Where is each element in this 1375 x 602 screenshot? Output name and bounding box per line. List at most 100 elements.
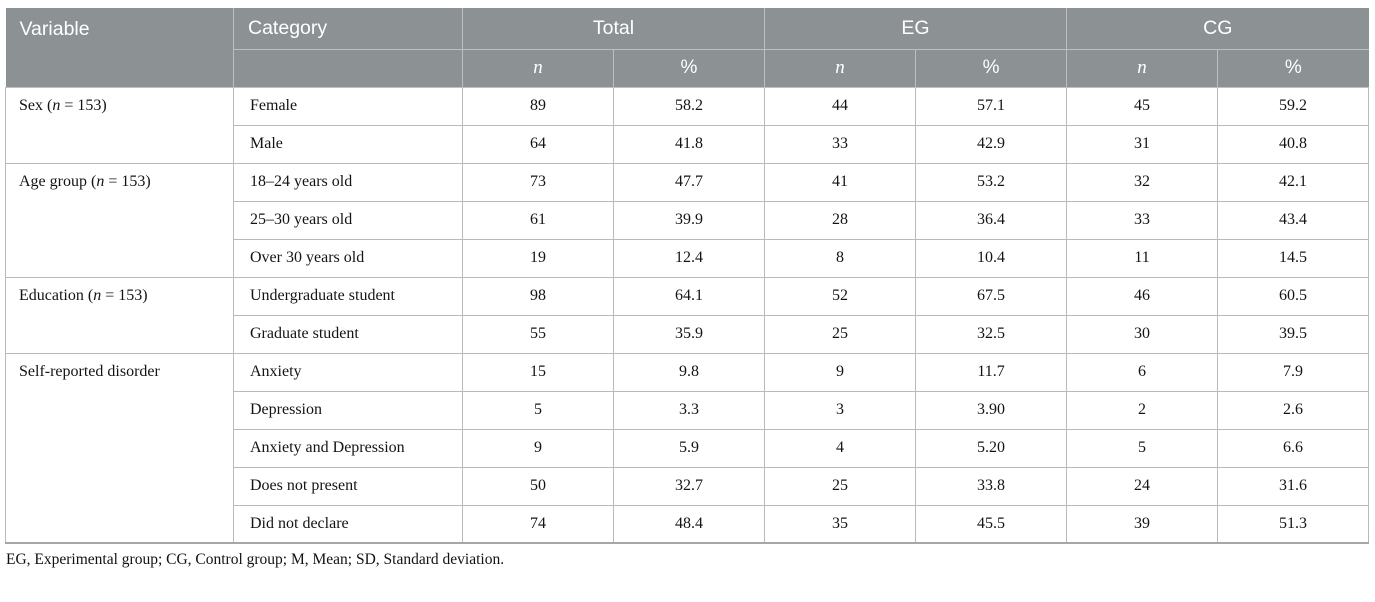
cell-total-n: 61 [462, 200, 614, 240]
cell-total-pct: 64.1 [612, 276, 766, 316]
subheader-total-n: n [462, 48, 614, 88]
cell-eg-n: 28 [764, 200, 917, 240]
column-header-cg: CG [1066, 8, 1369, 50]
cell-cg-n: 31 [1066, 124, 1219, 164]
cell-total-pct: 48.4 [612, 504, 766, 544]
cell-category: Graduate student [233, 314, 463, 354]
variable-label: Education ( [19, 286, 94, 304]
cell-total-pct: 41.8 [612, 124, 766, 164]
cell-eg-pct: 32.5 [915, 314, 1068, 354]
demographics-table: Variable Category Total EG CG n % n % n … [5, 8, 1370, 544]
cell-category: Anxiety [233, 352, 463, 392]
cell-cg-n: 46 [1066, 276, 1219, 316]
cell-eg-pct: 10.4 [915, 238, 1068, 278]
cell-total-n: 98 [462, 276, 614, 316]
variable-label: Age group ( [19, 172, 97, 190]
cell-total-n: 73 [462, 162, 614, 202]
variable-label: Sex ( [19, 96, 53, 114]
cell-total-n: 64 [462, 124, 614, 164]
table-header: Variable Category Total EG CG n % n % n … [5, 8, 1369, 88]
table-row: Did not declare 74 48.4 35 45.5 39 51.3 [6, 504, 1370, 544]
table-row: Anxiety and Depression 9 5.9 4 5.20 5 6.… [6, 428, 1370, 468]
cell-total-n: 50 [462, 466, 614, 506]
variable-n-symbol: n [52, 96, 61, 114]
table-footnote: EG, Experimental group; CG, Control grou… [6, 551, 505, 568]
cell-cg-pct: 60.5 [1217, 276, 1370, 316]
table-row: Age group (n = 153) 18–24 years old 73 4… [5, 162, 1370, 278]
variable-cell-age-group: Age group (n = 153) [5, 162, 234, 278]
column-header-variable: Variable [5, 8, 234, 88]
cell-cg-pct: 6.6 [1217, 428, 1370, 468]
cell-category: Did not declare [233, 504, 463, 544]
cell-eg-pct: 36.4 [915, 200, 1068, 240]
cell-cg-pct: 51.3 [1217, 504, 1370, 544]
column-header-total: Total [461, 8, 766, 50]
cell-total-pct: 35.9 [612, 314, 766, 354]
cell-category: Over 30 years old [233, 238, 463, 278]
cell-total-pct: 47.7 [612, 162, 766, 202]
cell-category: Undergraduate student [233, 276, 463, 316]
cell-total-n: 55 [462, 314, 614, 354]
variable-cell-self-reported-disorder: Self-reported disorder [5, 352, 234, 544]
cell-eg-n: 9 [764, 352, 917, 392]
subheader-total-pct: % [612, 48, 766, 88]
cell-eg-n: 8 [764, 238, 917, 278]
subheader-cg-pct: % [1217, 48, 1369, 88]
header-row-subcolumns: n % n % n % [6, 48, 1369, 88]
cell-cg-n: 6 [1066, 352, 1219, 392]
variable-n-symbol: n [96, 172, 105, 190]
subheader-empty-cell [233, 48, 463, 88]
table-row: Depression 5 3.3 3 3.90 2 2.6 [6, 390, 1370, 430]
cell-cg-n: 32 [1066, 162, 1219, 202]
table-row: Over 30 years old 19 12.4 8 10.4 11 14.5 [6, 238, 1370, 278]
cell-eg-pct: 42.9 [915, 124, 1068, 164]
cell-cg-n: 39 [1066, 504, 1219, 544]
cell-cg-pct: 59.2 [1217, 86, 1370, 126]
cell-total-pct: 3.3 [612, 390, 766, 430]
cell-cg-pct: 14.5 [1217, 238, 1370, 278]
cell-eg-pct: 11.7 [915, 352, 1068, 392]
table-body: Sex (n = 153) Female 89 58.2 44 57.1 45 … [5, 86, 1370, 544]
cell-eg-n: 33 [764, 124, 917, 164]
cell-eg-pct: 3.90 [915, 390, 1068, 430]
cell-cg-n: 2 [1066, 390, 1219, 430]
cell-category: Male [233, 124, 463, 164]
table-row: Education (n = 153) Undergraduate studen… [5, 276, 1370, 354]
cell-cg-pct: 7.9 [1217, 352, 1370, 392]
cell-eg-n: 41 [764, 162, 917, 202]
cell-cg-pct: 31.6 [1217, 466, 1370, 506]
cell-total-n: 19 [462, 238, 614, 278]
table-row: Self-reported disorder Anxiety 15 9.8 9 … [5, 352, 1370, 544]
variable-label-suffix: = 153) [101, 286, 148, 304]
cell-cg-pct: 42.1 [1217, 162, 1370, 202]
cell-eg-n: 3 [764, 390, 917, 430]
cell-eg-n: 44 [764, 86, 917, 126]
column-header-eg: EG [764, 8, 1068, 50]
cell-cg-n: 11 [1066, 238, 1219, 278]
cell-eg-n: 52 [764, 276, 917, 316]
cell-cg-pct: 2.6 [1217, 390, 1370, 430]
cell-eg-n: 35 [764, 504, 917, 544]
header-row-groups: Variable Category Total EG CG [5, 8, 1369, 88]
cell-total-pct: 58.2 [612, 86, 766, 126]
cell-total-n: 9 [462, 428, 614, 468]
cell-cg-n: 33 [1066, 200, 1219, 240]
cell-cg-n: 24 [1066, 466, 1219, 506]
variable-cell-sex: Sex (n = 153) [5, 86, 234, 164]
cell-category: 25–30 years old [233, 200, 463, 240]
paper-table-figure: Variable Category Total EG CG n % n % n … [5, 8, 1370, 568]
cell-total-pct: 12.4 [612, 238, 766, 278]
cell-category: Does not present [233, 466, 463, 506]
cell-cg-pct: 43.4 [1217, 200, 1370, 240]
variable-n-symbol: n [93, 286, 102, 304]
cell-total-n: 5 [462, 390, 614, 430]
cell-eg-pct: 53.2 [915, 162, 1068, 202]
cell-eg-pct: 57.1 [915, 86, 1068, 126]
variable-label-suffix: = 153) [60, 96, 107, 114]
cell-total-pct: 39.9 [612, 200, 766, 240]
cell-total-pct: 32.7 [612, 466, 766, 506]
variable-label: Self-reported disorder [19, 362, 160, 380]
subheader-eg-pct: % [915, 48, 1068, 88]
table-row: Graduate student 55 35.9 25 32.5 30 39.5 [6, 314, 1370, 354]
table-row: 25–30 years old 61 39.9 28 36.4 33 43.4 [6, 200, 1370, 240]
